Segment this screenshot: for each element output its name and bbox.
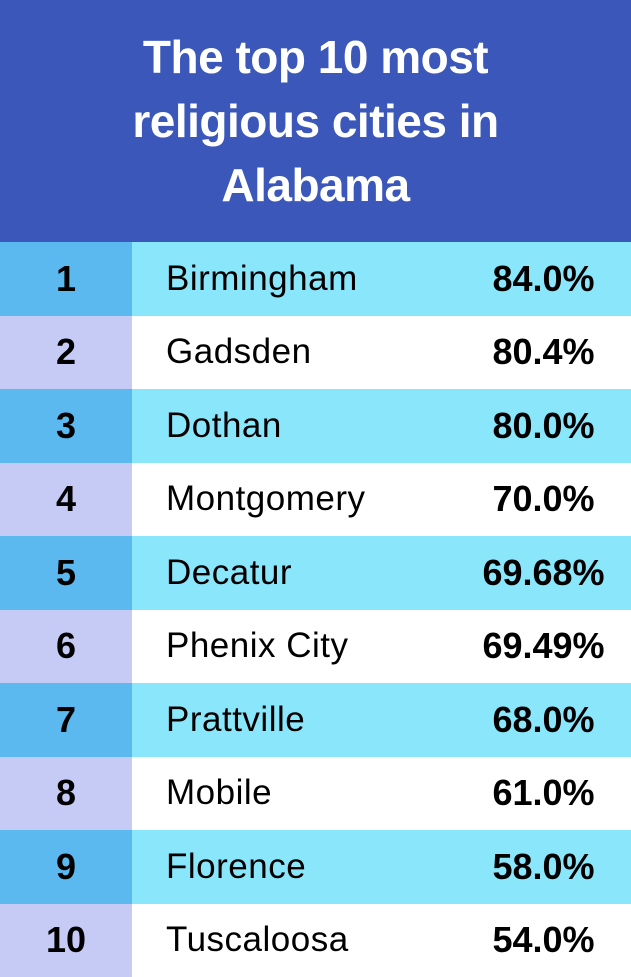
header: The top 10 most religious cities in Alab… xyxy=(0,0,631,242)
city-cell: Mobile xyxy=(166,773,273,813)
rank-cell: 8 xyxy=(0,756,132,830)
percent-cell: 61.0% xyxy=(492,772,595,814)
table-row: 10 Tuscaloosa 54.0% xyxy=(0,903,631,977)
table-row: 2 Gadsden 80.4% xyxy=(0,315,631,389)
rank-cell: 4 xyxy=(0,462,132,536)
rank-cell: 9 xyxy=(0,830,132,904)
percent-cell: 69.49% xyxy=(482,625,605,667)
rank-cell: 6 xyxy=(0,609,132,683)
percent-cell: 69.68% xyxy=(482,551,605,593)
percent-cell: 54.0% xyxy=(492,919,595,961)
city-cell: Montgomery xyxy=(166,479,366,519)
city-cell: Decatur xyxy=(166,552,293,592)
percent-cell: 68.0% xyxy=(492,698,595,740)
rank-cell: 10 xyxy=(0,903,132,977)
table-row: 5 Decatur 69.68% xyxy=(0,536,631,610)
rank-cell: 1 xyxy=(0,242,132,316)
percent-cell: 58.0% xyxy=(492,845,595,887)
city-cell: Dothan xyxy=(166,405,282,445)
table-row: 8 Mobile 61.0% xyxy=(0,756,631,830)
rank-cell: 3 xyxy=(0,389,132,463)
city-cell: Prattville xyxy=(166,699,306,739)
table-row: 4 Montgomery 70.0% xyxy=(0,462,631,536)
rank-cell: 2 xyxy=(0,315,132,389)
rank-cell: 5 xyxy=(0,536,132,610)
table-row: 7 Prattville 68.0% xyxy=(0,683,631,757)
table-row: 1 Birmingham 84.0% xyxy=(0,242,631,316)
percent-cell: 80.0% xyxy=(492,404,595,446)
title: The top 10 most religious cities in Alab… xyxy=(132,31,499,211)
percent-cell: 84.0% xyxy=(492,257,595,299)
city-cell: Birmingham xyxy=(166,258,358,298)
city-cell: Tuscaloosa xyxy=(166,920,349,960)
rank-cell: 7 xyxy=(0,683,132,757)
percent-cell: 70.0% xyxy=(492,478,595,520)
table-row: 9 Florence 58.0% xyxy=(0,830,631,904)
city-cell: Phenix City xyxy=(166,626,349,666)
city-cell: Florence xyxy=(166,846,307,886)
percent-cell: 80.4% xyxy=(492,331,595,373)
table-row: 6 Phenix City 69.49% xyxy=(0,609,631,683)
city-cell: Gadsden xyxy=(166,332,312,372)
table: 1 Birmingham 84.0% 2 Gadsden 80.4% 3 Dothan 80.0… xyxy=(0,242,631,977)
table-row: 3 Dothan 80.0% xyxy=(0,389,631,463)
